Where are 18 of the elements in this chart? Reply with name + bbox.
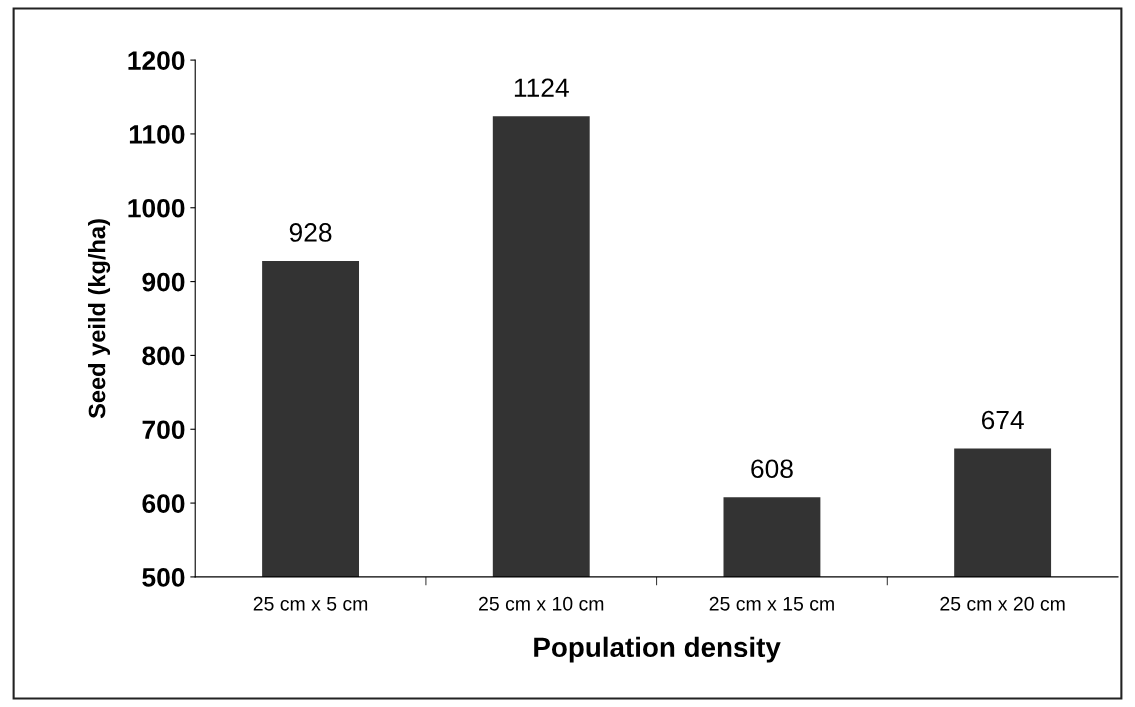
data-label: 928 xyxy=(289,223,332,242)
data-label: 608 xyxy=(751,459,793,479)
y-tick-label: 1000 xyxy=(128,198,185,218)
x-tick-label: 25 cm x 15 cm xyxy=(709,596,834,611)
y-tick-label: 900 xyxy=(142,272,185,292)
y-tick-label: 500 xyxy=(142,568,185,587)
x-tick-label: 25 cm x 5 cm xyxy=(253,596,368,611)
y-tick-label: 800 xyxy=(142,346,185,366)
x-tick-label: 25 cm x 20 cm xyxy=(940,596,1065,611)
y-tick-label: 1200 xyxy=(128,51,185,70)
y-axis-title: Seed yeild (kg/ha) xyxy=(88,219,111,419)
data-label: 674 xyxy=(981,410,1024,430)
y-tick-label: 600 xyxy=(142,494,185,513)
data-label: 1124 xyxy=(514,78,569,97)
y-tick-label: 1100 xyxy=(129,125,185,144)
x-axis-title: Population density xyxy=(534,636,781,663)
x-tick-label: 25 cm x 10 cm xyxy=(479,596,604,611)
y-tick-label: 700 xyxy=(142,420,185,440)
